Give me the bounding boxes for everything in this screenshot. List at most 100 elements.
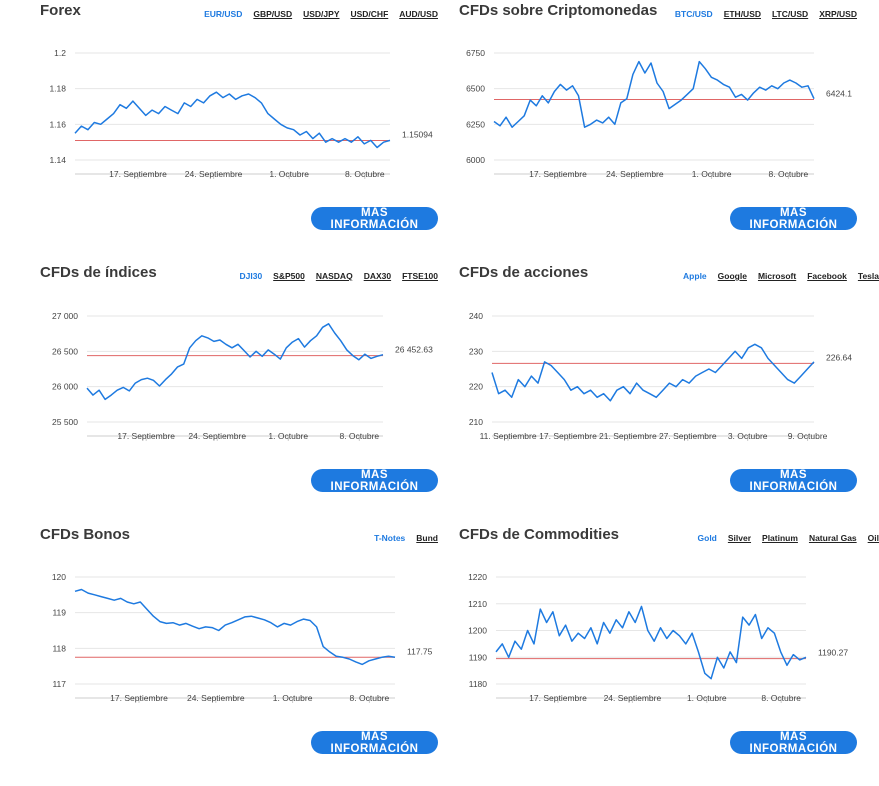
- y-tick-label: 1190: [469, 652, 488, 662]
- tab-dax30[interactable]: DAX30: [363, 271, 392, 281]
- x-tick-label: 17. Septiembre: [539, 431, 597, 441]
- last-value-label: 1.15094: [402, 130, 433, 140]
- tab-microsoft[interactable]: Microsoft: [757, 271, 797, 281]
- price-line: [74, 588, 396, 666]
- price-chart[interactable]: 120 119 118 117 17. Septiembre 24. Septiembre…: [40, 564, 440, 714]
- y-tick-label: 1180: [469, 679, 488, 689]
- tab-nasdaq[interactable]: NASDAQ: [315, 271, 353, 281]
- price-line: [74, 91, 391, 149]
- x-tick-label: 1. Octubre: [268, 431, 308, 441]
- last-value-label: 1190.27: [818, 648, 848, 658]
- x-tick-label: 3. Octubre: [728, 431, 768, 441]
- x-tick-label: 8. Octubre: [769, 169, 809, 179]
- tab-platinum[interactable]: Platinum: [762, 533, 798, 543]
- price-chart[interactable]: 1220 1210 1200 1190 1180 17. Septiembre 24. Se…: [459, 564, 859, 714]
- panel-forex: Forex EUR/USD GBP/USD USD/JPY USD/CHF AU…: [40, 0, 440, 262]
- panel-title: CFDs sobre Criptomonedas: [459, 2, 658, 19]
- y-tick-label: 118: [52, 643, 66, 653]
- x-tick-label: 24. Septiembre: [606, 169, 664, 179]
- panel-title: CFDs de acciones: [459, 264, 589, 281]
- y-tick-label: 1210: [468, 599, 487, 609]
- x-tick-label: 17. Septiembre: [529, 693, 587, 703]
- tab-facebook[interactable]: Facebook: [807, 271, 847, 281]
- tab-tesla[interactable]: Tesla: [857, 271, 879, 281]
- panel-indices: CFDs de índices DJI30 S&P500 NASDAQ DAX3…: [40, 262, 440, 524]
- more-info-button[interactable]: MÁS INFORMACIÓN: [730, 469, 857, 493]
- x-tick-label: 8. Octubre: [350, 693, 390, 703]
- more-info-button[interactable]: MÁS INFORMACIÓN: [311, 207, 438, 231]
- x-tick-label: 17. Septiembre: [110, 693, 168, 703]
- x-tick-label: 21. Septiembre: [599, 431, 657, 441]
- x-tick-label: 8. Octubre: [761, 693, 801, 703]
- y-tick-label: 26 000: [52, 382, 78, 392]
- x-tick-label: 17. Septiembre: [529, 169, 587, 179]
- tab-btc-usd[interactable]: BTC/USD: [674, 9, 713, 19]
- tab-usd-jpy[interactable]: USD/JPY: [303, 9, 340, 19]
- y-tick-label: 210: [469, 417, 483, 427]
- tab-bund[interactable]: Bund: [416, 533, 438, 543]
- price-line: [495, 605, 807, 680]
- y-tick-label: 1.14: [49, 155, 66, 165]
- tab-sp500[interactable]: S&P500: [273, 271, 305, 281]
- tab-natural-gas[interactable]: Natural Gas: [808, 533, 857, 543]
- tab-gold[interactable]: Gold: [697, 533, 717, 543]
- y-tick-label: 1.16: [49, 119, 66, 129]
- y-tick-label: 6000: [466, 155, 485, 165]
- panel-title: CFDs de Commodities: [459, 526, 620, 543]
- instrument-tabs: Gold Silver Platinum Natural Gas Oil: [698, 533, 879, 543]
- y-tick-label: 1.18: [49, 84, 66, 94]
- instrument-tabs: BTC/USD ETH/USD LTC/USD XRP/USD: [675, 9, 857, 19]
- x-tick-label: 1. Octubre: [692, 169, 732, 179]
- y-tick-label: 6750: [466, 48, 485, 58]
- tab-gbp-usd[interactable]: GBP/USD: [253, 9, 293, 19]
- y-tick-label: 6250: [466, 119, 485, 129]
- y-tick-label: 25 500: [52, 417, 78, 427]
- y-tick-label: 120: [52, 572, 66, 582]
- panel-stocks: CFDs de acciones Apple Google Microsoft …: [459, 262, 879, 524]
- tab-ltc-usd[interactable]: LTC/USD: [772, 9, 809, 19]
- instrument-tabs: EUR/USD GBP/USD USD/JPY USD/CHF AUD/USD: [204, 9, 438, 19]
- price-chart[interactable]: 6750 6500 6250 6000 17. Septiembre 24. Septie…: [459, 40, 859, 190]
- last-value-label: 117.75: [407, 646, 433, 656]
- y-tick-label: 26 500: [52, 346, 78, 356]
- tab-dji30[interactable]: DJI30: [239, 271, 263, 281]
- more-info-button[interactable]: MÁS INFORMACIÓN: [311, 469, 438, 493]
- price-chart[interactable]: 240 230 220 210 11. Septiembre 17. Septiembre…: [459, 302, 859, 452]
- tab-apple[interactable]: Apple: [683, 271, 707, 281]
- instrument-tabs: Apple Google Microsoft Facebook Tesla: [683, 271, 879, 281]
- tab-google[interactable]: Google: [717, 271, 747, 281]
- tab-aud-usd[interactable]: AUD/USD: [399, 9, 438, 19]
- x-tick-label: 1. Octubre: [273, 693, 313, 703]
- x-tick-label: 8. Octubre: [339, 431, 379, 441]
- x-tick-label: 24. Septiembre: [185, 169, 243, 179]
- instrument-tabs: T-Notes Bund: [374, 533, 438, 543]
- y-tick-label: 6500: [466, 84, 485, 94]
- more-info-button[interactable]: MÁS INFORMACIÓN: [311, 731, 438, 755]
- last-value-label: 6424.1: [826, 89, 852, 99]
- x-tick-label: 24. Septiembre: [188, 431, 246, 441]
- price-chart[interactable]: 1.2 1.18 1.16 1.14 17. Septiembre 24. Septiem…: [40, 40, 440, 190]
- y-tick-label: 1.2: [54, 48, 66, 58]
- price-line: [493, 60, 815, 128]
- tab-eth-usd[interactable]: ETH/USD: [723, 9, 761, 19]
- last-value-label: 226.64: [826, 352, 852, 362]
- price-line: [86, 323, 384, 401]
- more-info-button[interactable]: MÁS INFORMACIÓN: [730, 207, 857, 231]
- tab-ftse100[interactable]: FTSE100: [402, 271, 438, 281]
- tab-silver[interactable]: Silver: [727, 533, 752, 543]
- panel-crypto: CFDs sobre Criptomonedas BTC/USD ETH/USD…: [459, 0, 859, 262]
- y-tick-label: 119: [52, 608, 66, 618]
- tab-usd-chf[interactable]: USD/CHF: [350, 9, 389, 19]
- panel-commodities: CFDs de Commodities Gold Silver Platinum…: [459, 524, 879, 786]
- tab-xrp-usd[interactable]: XRP/USD: [819, 9, 857, 19]
- more-info-button[interactable]: MÁS INFORMACIÓN: [730, 731, 857, 755]
- price-chart[interactable]: 27 000 26 500 26 000 25 500 17. Septiembre 24…: [40, 302, 440, 452]
- y-tick-label: 1220: [468, 572, 487, 582]
- price-line: [491, 343, 815, 402]
- x-tick-label: 24. Septiembre: [604, 693, 662, 703]
- tab-t-notes[interactable]: T-Notes: [374, 533, 406, 543]
- tab-oil[interactable]: Oil: [867, 533, 879, 543]
- instrument-tabs: DJI30 S&P500 NASDAQ DAX30 FTSE100: [239, 271, 438, 281]
- last-value-label: 26 452.63: [395, 345, 433, 355]
- tab-eur-usd[interactable]: EUR/USD: [204, 9, 243, 19]
